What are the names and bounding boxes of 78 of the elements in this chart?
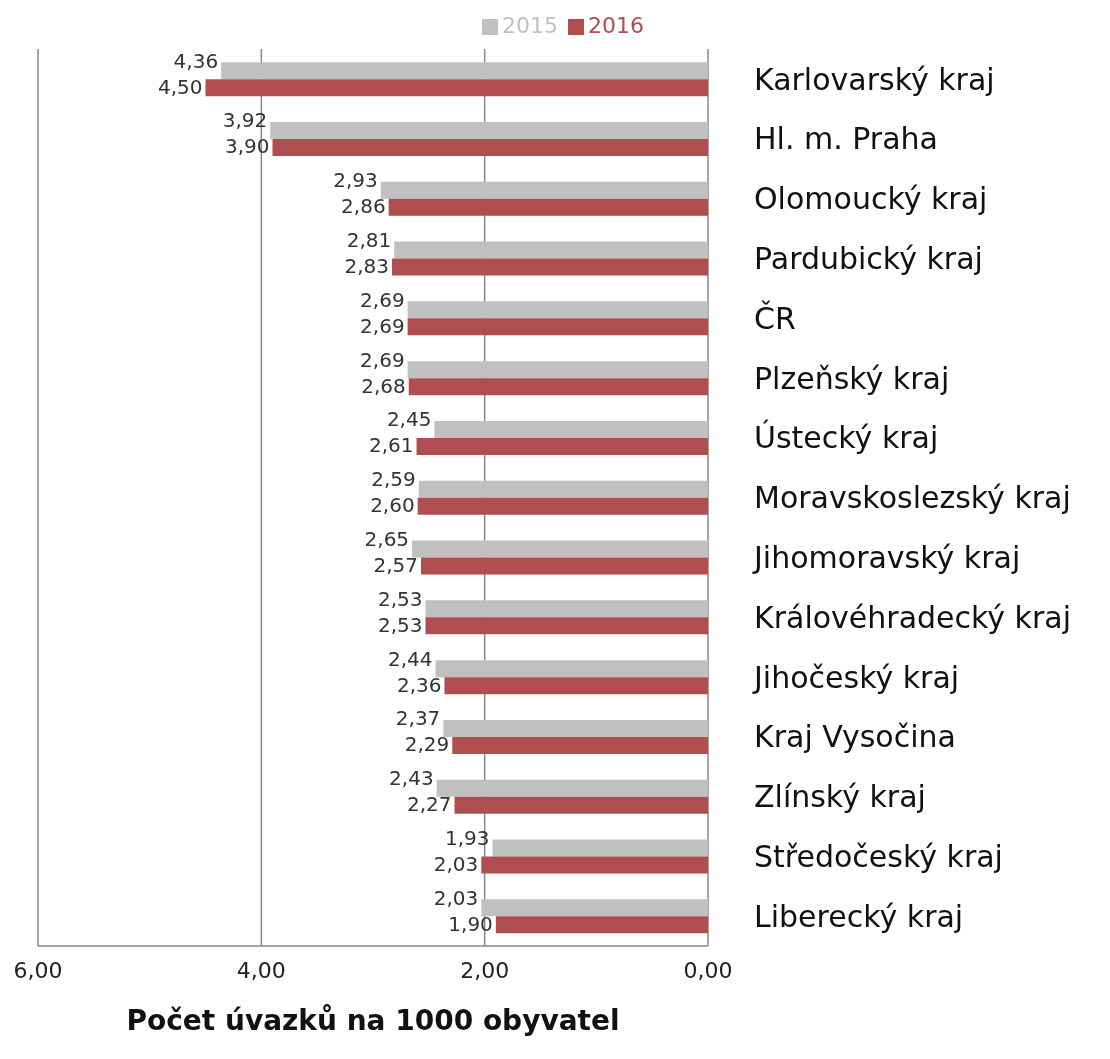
bar bbox=[454, 796, 708, 814]
bar bbox=[417, 497, 708, 515]
bar bbox=[443, 719, 708, 737]
data-label: 2,69 bbox=[360, 313, 405, 338]
y-tick-label: Plzeňský kraj bbox=[754, 360, 950, 396]
y-tick-label: Moravskoslezský kraj bbox=[754, 480, 1071, 516]
data-label: 2,59 bbox=[371, 467, 416, 492]
legend-label: 2016 bbox=[588, 13, 644, 38]
y-tick-label: Jihočeský kraj bbox=[752, 659, 960, 695]
data-label: 2,44 bbox=[388, 646, 433, 671]
data-label: 2,37 bbox=[395, 706, 441, 731]
data-label: 2,29 bbox=[404, 732, 450, 757]
data-label: 2,69 bbox=[360, 347, 405, 372]
bar bbox=[205, 79, 708, 97]
bar bbox=[416, 437, 708, 455]
data-label: 2,60 bbox=[370, 493, 415, 518]
data-label: 2,53 bbox=[377, 612, 423, 637]
data-label: 2,81 bbox=[346, 228, 392, 253]
y-tick-label: Karlovarský kraj bbox=[754, 61, 995, 97]
data-label: 2,36 bbox=[396, 672, 442, 697]
data-label: 4,36 bbox=[173, 48, 219, 73]
x-tick-label: 0,00 bbox=[683, 957, 733, 983]
data-label: 2,69 bbox=[360, 287, 405, 312]
y-tick-label: Zlínský kraj bbox=[754, 779, 926, 815]
bar bbox=[421, 557, 708, 575]
bar bbox=[434, 420, 708, 438]
bar bbox=[380, 181, 708, 199]
data-label: 2,93 bbox=[333, 168, 378, 193]
y-tick-label: Hl. m. Praha bbox=[754, 121, 938, 157]
data-label: 2,68 bbox=[361, 373, 406, 398]
bar bbox=[436, 779, 708, 797]
bar bbox=[435, 660, 708, 678]
y-tick-label: Královéhradecký kraj bbox=[754, 599, 1072, 635]
bar bbox=[481, 899, 708, 917]
bar bbox=[408, 378, 708, 396]
y-tick-label: Liberecký kraj bbox=[754, 898, 964, 934]
bar bbox=[452, 736, 708, 754]
bar bbox=[481, 856, 708, 874]
data-label: 2,27 bbox=[406, 792, 452, 817]
legend-label: 2015 bbox=[502, 13, 558, 38]
data-label: 2,83 bbox=[344, 254, 389, 279]
bar bbox=[388, 198, 708, 216]
y-tick-label: Kraj Vysočina bbox=[754, 719, 956, 755]
y-tick-label: Středočeský kraj bbox=[754, 838, 1003, 874]
x-axis-title: Počet úvazků na 1000 obyvatel bbox=[126, 1004, 620, 1037]
bar bbox=[407, 301, 708, 319]
y-tick-label: ČR bbox=[754, 299, 796, 336]
bar bbox=[495, 916, 708, 934]
data-label: 2,61 bbox=[369, 433, 414, 458]
data-label: 2,45 bbox=[386, 407, 432, 432]
bar bbox=[270, 121, 708, 139]
data-label: 2,65 bbox=[364, 527, 410, 552]
bar bbox=[394, 241, 708, 259]
data-label: 2,43 bbox=[389, 766, 434, 791]
x-tick-label: 6,00 bbox=[13, 957, 63, 983]
bar bbox=[412, 540, 708, 558]
bar bbox=[221, 62, 708, 80]
bar bbox=[418, 480, 708, 498]
x-tick-label: 4,00 bbox=[236, 957, 286, 983]
bar bbox=[272, 138, 708, 156]
y-tick-label: Pardubický kraj bbox=[754, 240, 983, 276]
y-tick-label: Ústecký kraj bbox=[754, 419, 939, 456]
bar bbox=[425, 600, 708, 618]
data-label: 2,03 bbox=[433, 852, 479, 877]
data-label: 2,57 bbox=[373, 553, 419, 578]
bar bbox=[391, 258, 708, 276]
bar bbox=[425, 617, 708, 635]
data-label: 2,86 bbox=[341, 194, 386, 219]
bar bbox=[492, 839, 708, 857]
bar bbox=[407, 361, 708, 379]
data-label: 4,50 bbox=[157, 74, 203, 99]
bar bbox=[407, 318, 708, 336]
data-label: 2,53 bbox=[377, 586, 423, 611]
y-tick-label: Jihomoravský kraj bbox=[752, 539, 1021, 575]
y-tick-label: Olomoucký kraj bbox=[754, 181, 988, 217]
bar bbox=[444, 677, 708, 695]
data-label: 2,03 bbox=[433, 885, 479, 910]
x-tick-label: 2,00 bbox=[460, 957, 510, 983]
